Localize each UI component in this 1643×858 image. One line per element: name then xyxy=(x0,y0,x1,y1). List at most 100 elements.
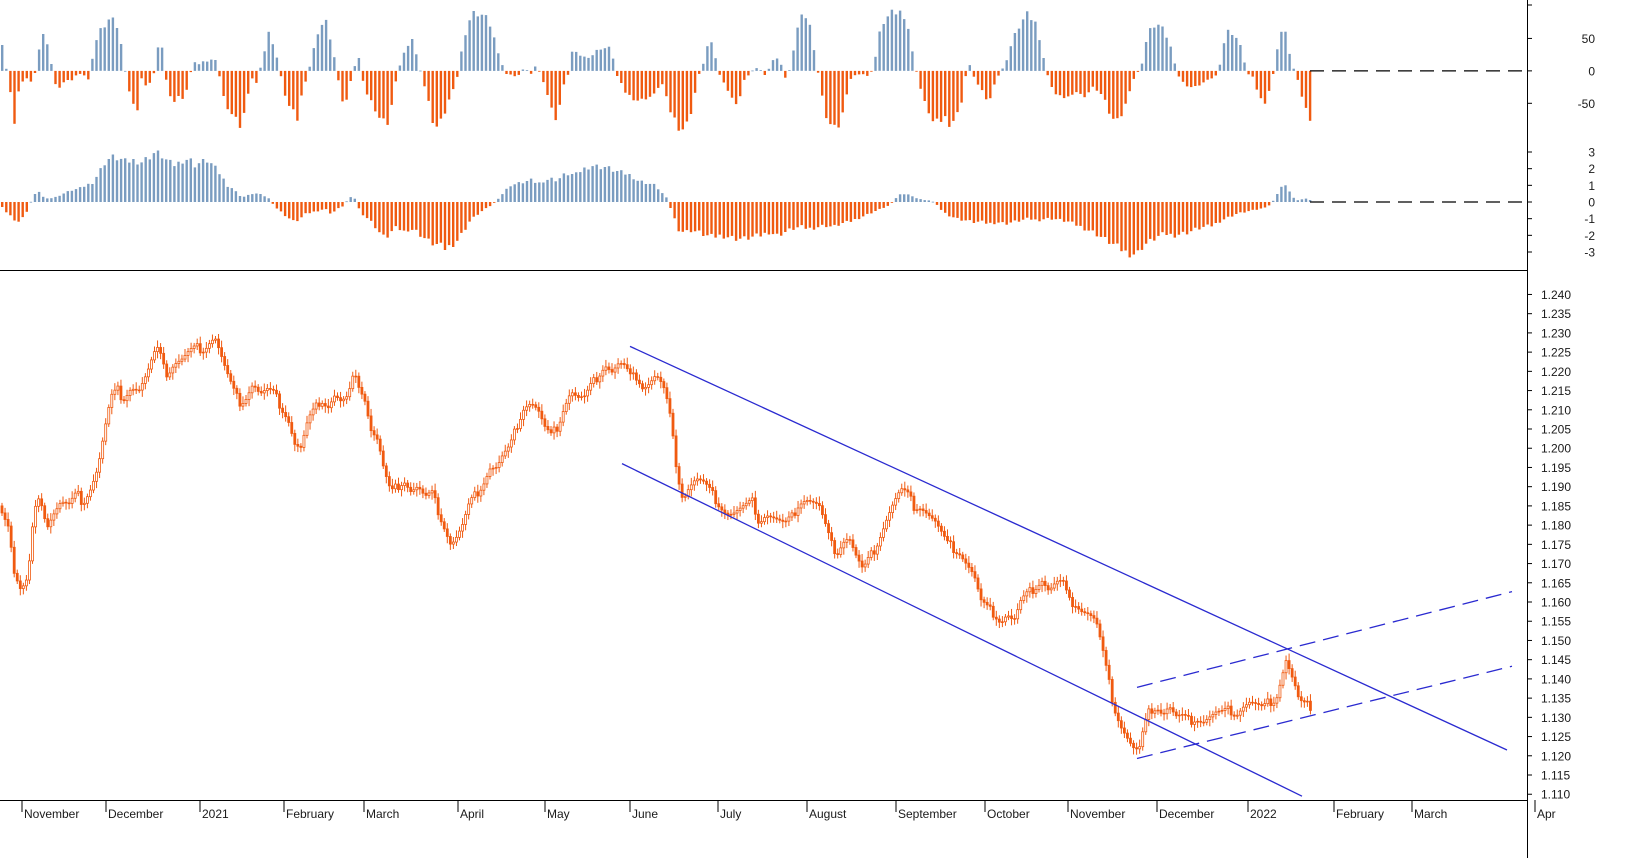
oscillator-bar xyxy=(132,159,135,202)
candle xyxy=(95,467,98,489)
candle xyxy=(79,487,83,512)
oscillator-bar xyxy=(9,70,12,93)
oscillator-bar xyxy=(1202,70,1205,83)
oscillator-bar xyxy=(1231,202,1234,217)
candle xyxy=(1241,702,1245,717)
candle xyxy=(503,444,507,459)
oscillator-bar xyxy=(480,202,484,212)
oscillator-bar xyxy=(357,58,361,71)
x-tick-label: December xyxy=(1159,807,1214,821)
oscillator-bar xyxy=(993,202,996,225)
candle xyxy=(558,417,562,437)
candle xyxy=(616,358,620,374)
candle xyxy=(293,429,297,452)
oscillator-bar xyxy=(595,164,598,202)
oscillator-bar xyxy=(1247,202,1250,212)
candle xyxy=(1196,718,1199,728)
oscillator-bar xyxy=(747,202,750,240)
oscillator-bar xyxy=(1276,194,1279,202)
oscillator-bar xyxy=(353,198,356,202)
oscillator-bar xyxy=(743,70,746,80)
oscillator-bar xyxy=(771,202,775,235)
oscillator-bar xyxy=(833,70,836,125)
oscillator-bar xyxy=(226,70,229,110)
candle xyxy=(400,481,403,497)
candle xyxy=(150,356,153,374)
oscillator-bar xyxy=(1054,202,1058,220)
candle xyxy=(467,498,471,520)
oscillator-bar xyxy=(267,198,270,202)
oscillator-bar xyxy=(165,159,168,202)
candle xyxy=(757,509,760,529)
candle xyxy=(61,496,65,507)
candle xyxy=(113,383,117,401)
candle xyxy=(259,386,263,397)
candle xyxy=(15,569,19,585)
oscillator-bar xyxy=(821,70,824,96)
oscillator-bar xyxy=(78,187,82,202)
x-tick-label: April xyxy=(460,807,484,821)
oscillator-bar xyxy=(128,162,131,202)
oscillator-bar xyxy=(632,179,635,202)
oscillator-bar xyxy=(648,70,652,97)
oscillator-bar xyxy=(156,150,160,202)
oscillator-bar xyxy=(33,194,37,202)
candle xyxy=(677,462,681,490)
candle xyxy=(973,565,977,582)
oscillator-bar xyxy=(365,202,369,219)
candle xyxy=(134,382,138,394)
candle xyxy=(317,397,321,411)
dashed-channel-line xyxy=(1136,591,1513,688)
candle xyxy=(458,526,461,541)
oscillator-bar xyxy=(562,173,566,202)
oscillator-bar xyxy=(1157,24,1160,71)
oscillator-bar xyxy=(603,48,607,71)
candle xyxy=(879,532,882,551)
oscillator-bar xyxy=(706,46,709,71)
oscillator-bar xyxy=(1222,202,1226,220)
candle xyxy=(1226,701,1230,715)
oscillator-bar xyxy=(439,70,443,119)
oscillator-bar xyxy=(1021,202,1025,220)
oscillator-bar xyxy=(1190,202,1193,232)
candle xyxy=(1092,610,1096,624)
oscillator-bar xyxy=(1103,70,1107,100)
oscillator-bar xyxy=(1267,70,1271,91)
oscillator-bar xyxy=(1021,19,1025,71)
y-tick-label: -50 xyxy=(1578,97,1596,111)
oscillator-bar xyxy=(46,198,49,202)
oscillator-bar xyxy=(1169,202,1172,234)
oscillator-bar xyxy=(91,58,94,71)
oscillator-bar xyxy=(775,202,779,234)
candle xyxy=(775,510,779,524)
candle xyxy=(705,478,708,492)
oscillator-bar xyxy=(337,70,340,81)
oscillator-bar xyxy=(521,69,525,71)
oscillator-bar xyxy=(784,70,787,78)
oscillator-bar xyxy=(898,10,902,71)
oscillator-lower-panel xyxy=(1,150,1527,258)
candle xyxy=(1211,710,1215,723)
oscillator-bar xyxy=(140,70,143,79)
oscillator-bar xyxy=(283,202,287,217)
candle xyxy=(476,484,480,503)
candle xyxy=(1132,740,1135,755)
candle xyxy=(195,338,199,350)
oscillator-bar xyxy=(1181,70,1185,82)
candle xyxy=(1086,607,1090,621)
candle xyxy=(354,369,358,383)
oscillator-bar xyxy=(611,58,615,71)
dashed-channel-line xyxy=(1136,665,1513,760)
candle xyxy=(1306,696,1309,707)
oscillator-bar xyxy=(1165,37,1168,71)
candle xyxy=(1095,611,1099,628)
candle xyxy=(696,472,699,486)
candle xyxy=(598,372,602,389)
oscillator-bar xyxy=(50,198,53,202)
y-tick-label: 1.135 xyxy=(1541,692,1571,706)
oscillator-bar xyxy=(874,202,877,211)
oscillator-bar xyxy=(890,9,894,71)
oscillator-bar xyxy=(710,42,713,71)
oscillator-bar xyxy=(652,70,656,94)
oscillator-bar xyxy=(726,70,730,91)
